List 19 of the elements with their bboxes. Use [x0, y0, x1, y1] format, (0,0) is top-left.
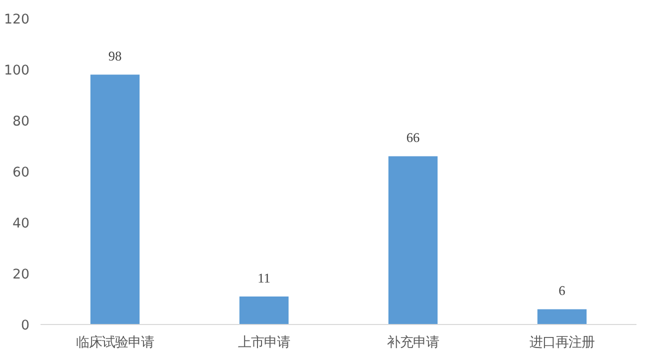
y-tick-label: 120 [4, 12, 30, 28]
x-tick-label: 临床试验申请 [76, 336, 154, 350]
x-tick-label: 进口再注册 [530, 336, 594, 350]
y-tick-label: 100 [4, 64, 30, 78]
x-tick-label: 补充申请 [387, 336, 439, 350]
y-tick-label: 80 [12, 114, 30, 130]
bar [90, 74, 140, 324]
y-tick-label: 20 [12, 268, 30, 282]
data-label: 66 [406, 130, 420, 146]
bar [388, 156, 438, 324]
y-tick-label: 60 [12, 166, 30, 180]
y-tick-label: 40 [12, 216, 30, 232]
bar [537, 309, 587, 324]
x-tick-label: 上市申请 [238, 336, 290, 350]
data-label: 6 [558, 283, 566, 298]
bar [239, 296, 289, 324]
data-label: 11 [258, 270, 270, 286]
data-label: 98 [108, 48, 122, 64]
y-tick-label: 0 [21, 318, 30, 334]
